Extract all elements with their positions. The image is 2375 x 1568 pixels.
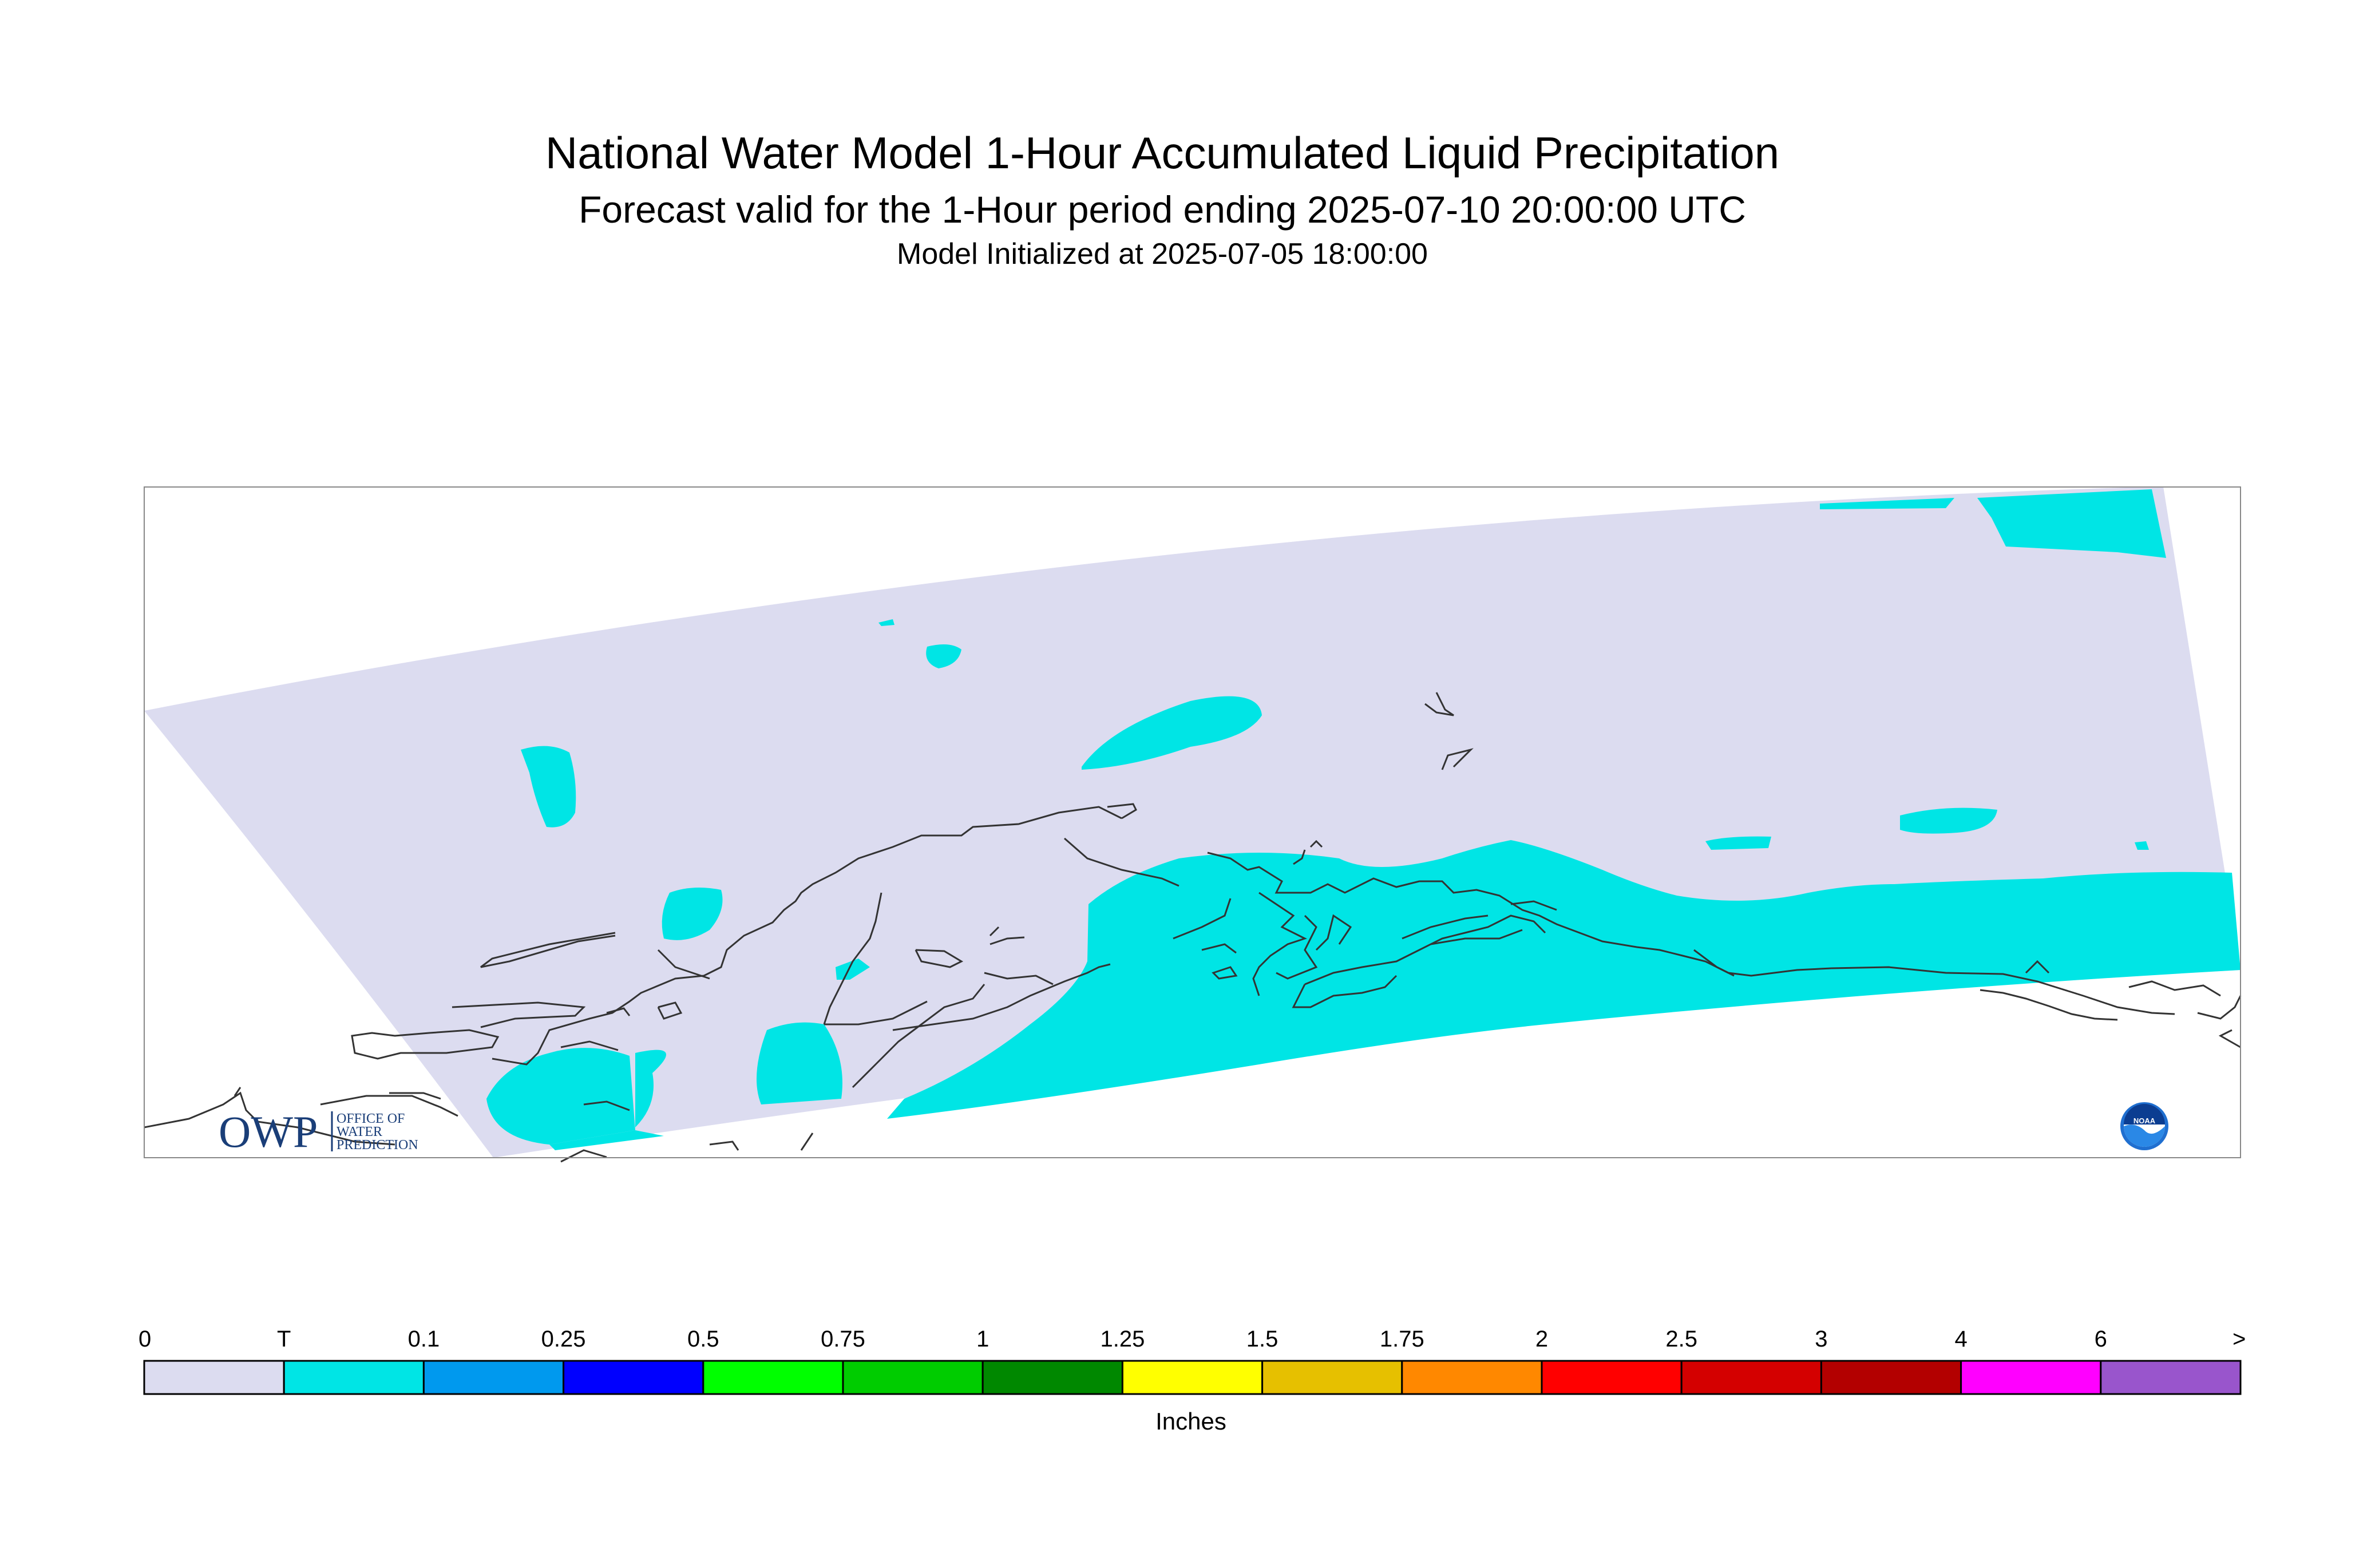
map-title: National Water Model 1-Hour Accumulated … bbox=[545, 128, 1780, 178]
model-init-subtitle: Model Initialized at 2025-07-05 18:00:00 bbox=[897, 237, 1428, 271]
noaa-logo: NOAA bbox=[2120, 1102, 2168, 1150]
owp-logo-mark: OWP bbox=[219, 1107, 318, 1157]
legend-tick-label: 0 bbox=[138, 1327, 152, 1352]
legend-cell bbox=[563, 1360, 704, 1395]
legend-tick-label: 0.25 bbox=[541, 1327, 586, 1352]
legend-cell bbox=[1541, 1360, 1683, 1395]
owp-logo: OWP OFFICE OF WATER PREDICTION bbox=[219, 1107, 418, 1157]
legend-cell bbox=[1820, 1360, 1962, 1395]
legend-tick-label: 0.1 bbox=[407, 1327, 440, 1352]
owp-logo-text-line1: OFFICE OF bbox=[337, 1111, 405, 1126]
legend-cell bbox=[842, 1360, 984, 1395]
legend-tick-label: 3 bbox=[1815, 1327, 1828, 1352]
legend-tick-label: T bbox=[276, 1327, 291, 1352]
legend-cell bbox=[702, 1360, 844, 1395]
legend-units-label: Inches bbox=[1155, 1408, 1226, 1435]
forecast-valid-subtitle: Forecast valid for the 1-Hour period end… bbox=[579, 188, 1746, 231]
legend-tick-label: 2.5 bbox=[1665, 1327, 1697, 1352]
noaa-logo-text: NOAA bbox=[2133, 1116, 2156, 1125]
legend-cell bbox=[1960, 1360, 2102, 1395]
coastline bbox=[144, 692, 2242, 1163]
trace-precip-areas bbox=[486, 489, 2241, 1150]
legend-cell bbox=[1261, 1360, 1403, 1395]
map-frame bbox=[144, 486, 2241, 1158]
owp-logo-text-line3: PREDICTION bbox=[337, 1138, 418, 1153]
legend-tick-label: 1.5 bbox=[1246, 1327, 1278, 1352]
legend-cell bbox=[422, 1360, 565, 1395]
legend-tick-label: 6 bbox=[2094, 1327, 2107, 1352]
owp-logo-text-line2: WATER bbox=[337, 1124, 382, 1139]
legend-tick-label: 0.5 bbox=[687, 1327, 719, 1352]
legend-cell bbox=[1680, 1360, 1822, 1395]
legend-tick-label: 1.75 bbox=[1379, 1327, 1424, 1352]
legend-cell bbox=[981, 1360, 1123, 1395]
legend-cell bbox=[1121, 1360, 1264, 1395]
legend-bar bbox=[143, 1360, 2242, 1395]
legend-tick-label: 1 bbox=[976, 1327, 989, 1352]
legend-cell bbox=[2100, 1360, 2242, 1395]
legend-tick-label: 0.75 bbox=[821, 1327, 865, 1352]
legend-cell bbox=[143, 1360, 285, 1395]
legend-tick-label: 1.25 bbox=[1100, 1327, 1145, 1352]
legend-cell bbox=[283, 1360, 425, 1395]
legend-tick-label: 2 bbox=[1535, 1327, 1549, 1352]
legend-tick-label: > bbox=[2232, 1327, 2246, 1352]
legend-tick-label: 4 bbox=[1954, 1327, 1968, 1352]
legend-cell bbox=[1401, 1360, 1543, 1395]
